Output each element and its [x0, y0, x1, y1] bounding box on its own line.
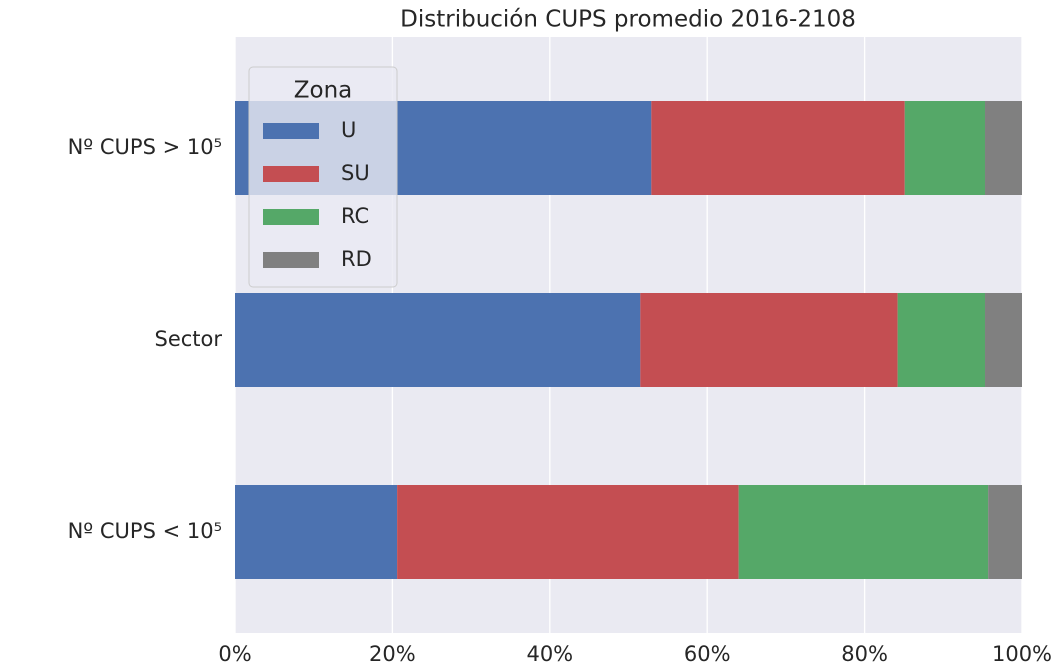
- legend-title: Zona: [294, 78, 353, 104]
- bar-segment: [988, 485, 1022, 579]
- legend-swatch: [263, 123, 319, 139]
- legend-swatch: [263, 252, 319, 268]
- bar-segment: [985, 101, 1022, 195]
- x-tick-label: 40%: [526, 642, 573, 666]
- legend-swatch: [263, 209, 319, 225]
- bar-segment: [640, 293, 898, 387]
- x-tick-label: 100%: [992, 642, 1052, 666]
- x-tick-label: 0%: [218, 642, 251, 666]
- legend-label: RC: [341, 204, 369, 228]
- y-tick-label: Sector: [154, 327, 222, 351]
- bar-segment: [651, 101, 905, 195]
- bar-segment: [397, 485, 739, 579]
- bar-segment: [235, 293, 641, 387]
- legend-box: [248, 66, 398, 288]
- bar-segment: [985, 293, 1022, 387]
- legend-label: SU: [341, 161, 370, 185]
- bar-segment: [897, 293, 986, 387]
- x-tick-label: 20%: [369, 642, 416, 666]
- x-tick-label: 60%: [684, 642, 731, 666]
- legend-label: U: [341, 118, 356, 142]
- x-tick-label: 80%: [841, 642, 888, 666]
- y-tick-label: Nº CUPS < 10⁵: [68, 519, 222, 543]
- bar-segment: [904, 101, 986, 195]
- bar-segment: [235, 485, 398, 579]
- legend-label: RD: [341, 247, 372, 271]
- chart-title: Distribución CUPS promedio 2016-2108: [400, 7, 856, 33]
- bar-segment: [738, 485, 989, 579]
- y-tick-label: Nº CUPS > 10⁵: [68, 135, 222, 159]
- legend-swatch: [263, 166, 319, 182]
